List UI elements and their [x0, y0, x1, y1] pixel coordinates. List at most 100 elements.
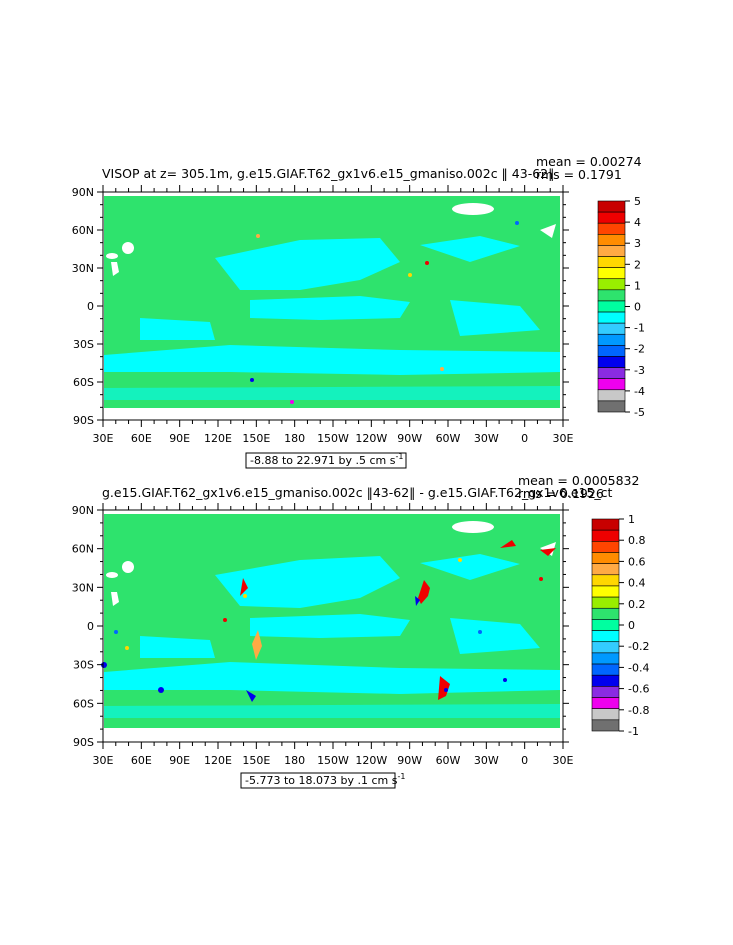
colorbar-label: -4 — [634, 385, 645, 398]
lon-label: 120E — [204, 754, 232, 767]
extreme-spot — [503, 678, 507, 682]
colorbar-swatch — [597, 345, 626, 357]
lon-label: 150W — [317, 754, 349, 767]
extreme-spot — [246, 690, 256, 702]
colorbar-label: 0 — [628, 619, 635, 632]
colorbar-label: 0 — [634, 301, 641, 314]
range-box — [245, 452, 407, 469]
colorbar-label: 0.4 — [628, 577, 646, 590]
colorbar-swatch — [597, 222, 626, 235]
lon-label: 120E — [204, 432, 232, 445]
stats-rms: rms = 0.1791 — [536, 167, 622, 182]
lat-label: 0 — [87, 300, 94, 313]
colorbar-swatch — [597, 367, 626, 379]
red-sea-mask — [111, 262, 119, 276]
colorbar-swatch — [597, 322, 626, 335]
colorbar-label: 2 — [634, 258, 641, 271]
colorbar-swatch — [597, 400, 626, 413]
colorbar-label: 5 — [634, 195, 641, 208]
colorbar-swatch — [591, 674, 620, 687]
range-unit-exp: -1 — [397, 772, 405, 781]
colorbar-label: -5 — [634, 406, 645, 419]
extreme-spot — [458, 558, 462, 562]
colorbar-swatch — [591, 686, 620, 698]
lon-label: 60E — [131, 754, 152, 767]
indian-ocean-negative — [140, 318, 215, 340]
lon-label: 180 — [284, 754, 305, 767]
lat-label: 30N — [72, 581, 94, 594]
colorbar-label: 0.6 — [628, 555, 646, 568]
stats-rms: rms = 0.1926 — [518, 486, 604, 501]
colorbar-swatch — [597, 389, 626, 402]
extreme-spot — [515, 221, 519, 225]
colorbar-swatch — [597, 356, 626, 368]
colorbar-label: -0.4 — [628, 661, 649, 674]
lat-label: 90S — [73, 736, 94, 749]
colorbar-label: -3 — [634, 364, 645, 377]
extreme-spot — [415, 596, 420, 606]
lon-label: 0 — [521, 754, 528, 767]
range-text: -8.88 to 22.971 by .5 cm s — [250, 454, 396, 467]
stats-mean: mean = 0.0005832 — [518, 473, 639, 488]
lat-label: 60S — [73, 697, 94, 710]
colorbar-label: 4 — [634, 216, 641, 229]
extreme-spot — [256, 234, 260, 238]
colorbar-swatch — [597, 289, 626, 302]
lon-label: 90W — [397, 432, 422, 445]
panel-bottom: g.e15.GIAF.T62_gx1v6.e15_gmaniso.002c ‖4… — [72, 473, 649, 789]
colorbar-swatch — [591, 529, 620, 542]
map-axes: 90N 60N 30N 0 30S 60S 90S 30E 60E 90E 120E 150E 180 1… — [72, 185, 574, 445]
lon-label: 0 — [521, 432, 528, 445]
antarctic-margin-negative — [104, 386, 560, 400]
colorbar-swatch — [591, 574, 620, 587]
colorbar-swatch — [591, 619, 620, 631]
lon-label: 120W — [355, 432, 387, 445]
lon-label: 150E — [242, 754, 270, 767]
extreme-streak — [252, 630, 262, 660]
north-pacific-negative — [215, 556, 400, 608]
extreme-spot — [158, 687, 164, 693]
lon-label: 30E — [553, 432, 574, 445]
panel-top: VISOP at z= 305.1m, g.e15.GIAF.T62_gx1v6… — [72, 154, 645, 469]
kuroshio-extreme — [240, 578, 248, 596]
lon-label: 60W — [436, 754, 461, 767]
range-box — [240, 772, 396, 789]
colorbar-swatch — [597, 267, 626, 280]
range-unit-exp: -1 — [395, 452, 403, 461]
colorbar-swatch — [597, 278, 626, 291]
colorbar-swatch — [597, 378, 626, 391]
lon-label: 30E — [553, 754, 574, 767]
map-axes: 90N 60N 30N 0 30S 60S 90S 30E 60E 90E 120E 150E 180 1… — [72, 503, 574, 767]
colorbar-swatch — [597, 256, 626, 268]
extreme-spot — [243, 594, 247, 598]
lat-label: 30S — [73, 659, 94, 672]
colorbar-swatch — [591, 585, 620, 598]
lake-mask — [106, 572, 118, 578]
extreme-spot — [478, 630, 482, 634]
antarctica-mask — [104, 728, 560, 742]
extreme-spot — [223, 618, 227, 622]
extreme-spot — [425, 261, 429, 265]
hudson-mask — [540, 224, 556, 238]
colorbar-swatch — [591, 641, 620, 654]
lon-label: 90E — [169, 754, 190, 767]
colorbar-swatch — [597, 200, 626, 213]
lon-label: 180 — [284, 432, 305, 445]
colorbar-label: -1 — [634, 322, 645, 335]
range-label: -5.773 to 18.073 by .1 cm s-1 — [245, 772, 405, 787]
lon-label: 120W — [355, 754, 387, 767]
lon-label: 60E — [131, 432, 152, 445]
equatorial-pacific-negative — [250, 614, 410, 638]
colorbar-swatch — [591, 630, 620, 643]
indian-ocean-negative — [140, 636, 215, 658]
panel-title: g.e15.GIAF.T62_gx1v6.e15_gmaniso.002c ‖4… — [102, 485, 613, 500]
colorbar-swatch — [597, 333, 626, 346]
colorbar-swatch — [597, 300, 626, 313]
extreme-spot — [440, 367, 444, 371]
lon-label: 90E — [169, 432, 190, 445]
north-atlantic-negative — [420, 236, 520, 262]
extreme-spot — [444, 688, 448, 692]
antarctic-margin-negative — [104, 704, 560, 718]
colorbar-label: 0.2 — [628, 598, 646, 611]
colorbar: 1 0.8 0.6 0.4 0.2 0 -0.2 -0.4 -0.6 -0.8 -1 — [591, 513, 649, 738]
